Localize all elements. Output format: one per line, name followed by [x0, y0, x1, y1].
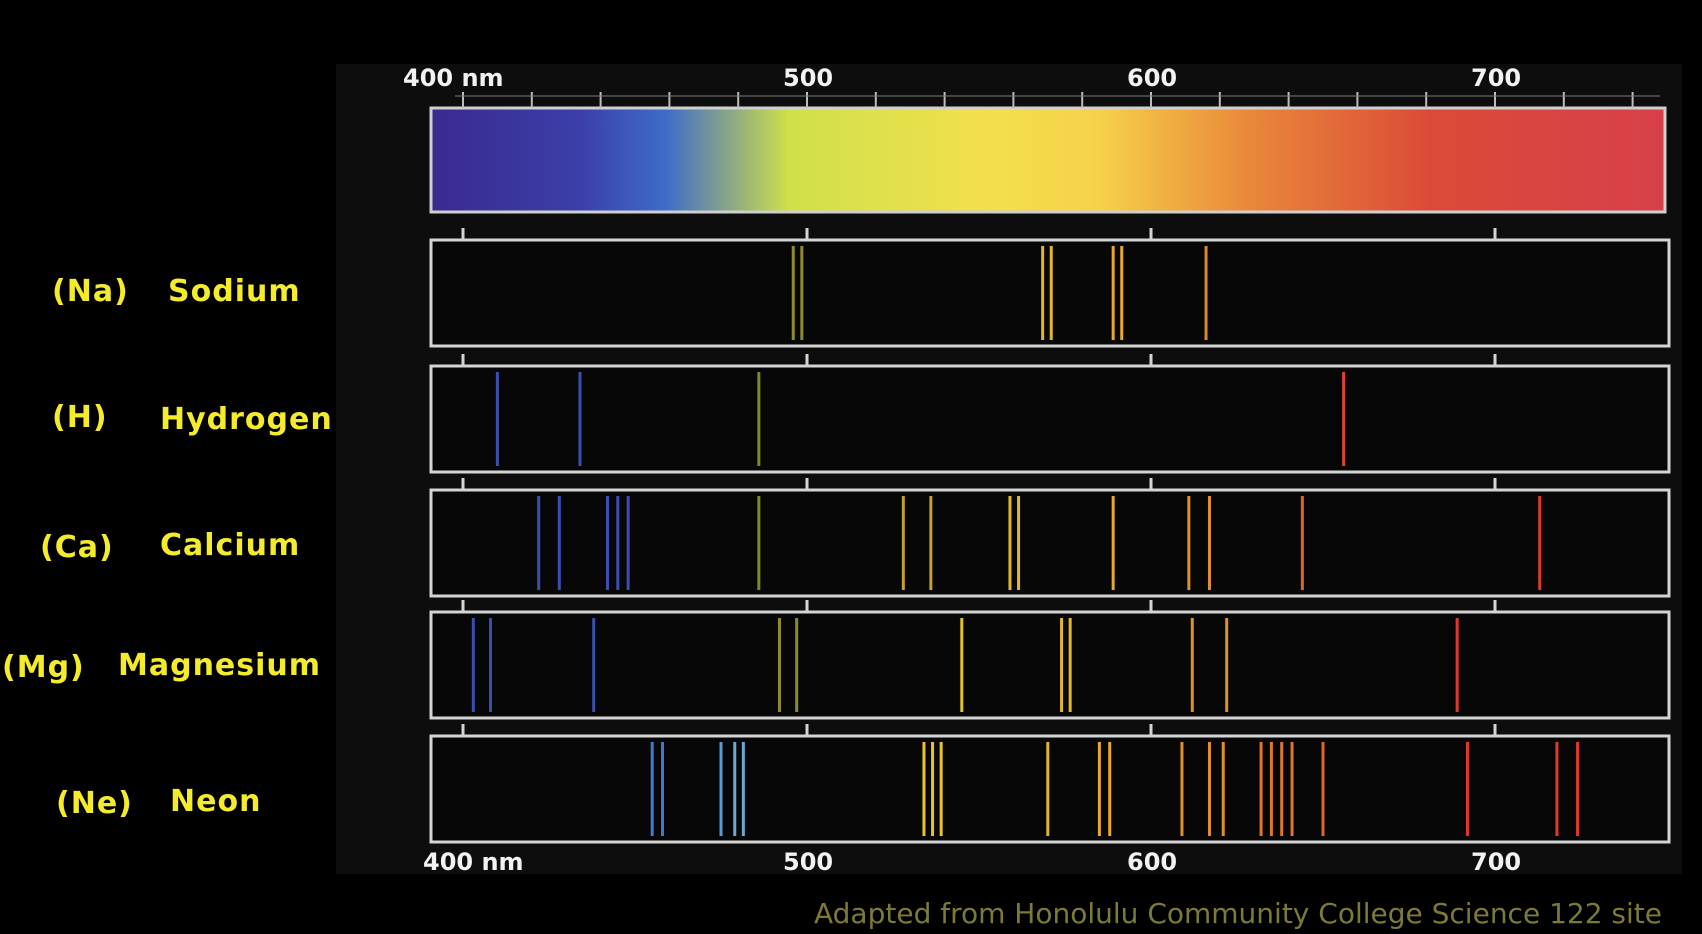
spectrum-panel-neon — [429, 724, 1671, 844]
continuous-spectrum-bar — [429, 106, 1667, 214]
spectrum-panel-sodium — [429, 228, 1671, 348]
bottom-axis-labels: 400 nm 500 600 700 — [423, 848, 1521, 876]
element-name-calcium: Calcium — [160, 528, 301, 563]
top-axis-label: 500 — [783, 64, 833, 92]
element-symbol-hydrogen: (H) — [52, 400, 108, 435]
top-axis-label: 400 nm — [403, 64, 504, 92]
spectrum-panel-calcium — [429, 478, 1671, 598]
spectrum-panel-magnesium — [429, 600, 1671, 720]
element-spectra — [429, 228, 1671, 844]
element-name-hydrogen: Hydrogen — [160, 402, 333, 437]
element-symbol-calcium: (Ca) — [40, 530, 114, 565]
element-symbol-magnesium: (Mg) — [2, 650, 85, 685]
top-axis-labels: 400 nm 500 600 700 — [403, 64, 1521, 92]
element-symbol-sodium: (Na) — [52, 274, 129, 309]
top-axis-ticks — [455, 92, 1660, 108]
bottom-axis-label: 700 — [1471, 848, 1521, 876]
spectrum-panel-hydrogen — [429, 354, 1671, 474]
bottom-axis-label: 400 nm — [423, 848, 524, 876]
element-name-magnesium: Magnesium — [118, 648, 322, 683]
source-credit: Adapted from Honolulu Community College … — [814, 897, 1662, 930]
element-name-sodium: Sodium — [168, 274, 301, 309]
spectrum-panel-frame — [429, 610, 1671, 720]
element-name-neon: Neon — [170, 784, 262, 819]
top-axis-label: 600 — [1127, 64, 1177, 92]
element-symbol-neon: (Ne) — [56, 786, 133, 821]
top-axis-label: 700 — [1471, 64, 1521, 92]
spectrum-panel-frame — [429, 488, 1671, 598]
bottom-axis-label: 500 — [783, 848, 833, 876]
bottom-axis-label: 600 — [1127, 848, 1177, 876]
spectrum-panel-frame — [429, 364, 1671, 474]
spectrum-panel-frame — [429, 734, 1671, 844]
